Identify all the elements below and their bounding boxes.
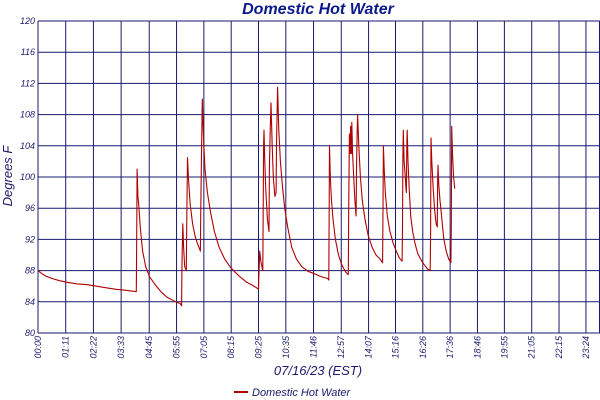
series-line [37, 86, 456, 307]
x-tick-label: 12:57 [336, 335, 346, 359]
y-tick-label: 100 [20, 172, 35, 182]
x-tick-label: 05:55 [172, 335, 182, 359]
y-tick-label: 120 [20, 16, 35, 26]
y-tick-label: 84 [25, 297, 35, 307]
x-tick-label: 07:05 [199, 335, 209, 359]
x-tick-label: 16:26 [418, 336, 428, 359]
x-tick-label: 15:16 [390, 336, 400, 359]
y-tick-label: 112 [21, 78, 35, 88]
chart-title: Domestic Hot Water [242, 1, 395, 18]
y-tick-label: 88 [25, 266, 35, 276]
y-tick-label: 96 [25, 203, 35, 213]
x-tick-label: 10:35 [281, 335, 291, 359]
y-tick-label: 104 [20, 141, 35, 151]
x-tick-label: 22:15 [554, 335, 564, 360]
y-tick-label: 116 [21, 47, 35, 57]
x-tick-label: 02:22 [88, 336, 98, 359]
legend-entry-label: Domestic Hot Water [252, 387, 352, 399]
x-tick-label: 17:36 [445, 336, 455, 359]
x-tick-label: 03:33 [116, 336, 126, 359]
y-tick-label: 80 [25, 328, 35, 338]
x-tick-label: 09:25 [254, 335, 264, 359]
y-axis-label: Degrees F [0, 145, 15, 207]
x-tick-label: 19:55 [499, 335, 509, 359]
x-tick-label: 23:24 [581, 336, 591, 360]
x-tick-label: 04:45 [144, 335, 154, 359]
x-tick-label: 21:05 [527, 335, 537, 360]
x-tick-label: 14:07 [364, 335, 374, 359]
x-tick-label: 01:11 [61, 336, 71, 358]
x-tick-label: 00:00 [33, 336, 43, 359]
legend: Domestic Hot Water [234, 387, 352, 399]
x-tick-label: 08:15 [226, 335, 236, 359]
x-axis: 00:00 01:11 02:22 03:33 04:45 05:55 07:05 08:15… [33, 335, 591, 360]
x-tick-label: 11:46 [309, 336, 319, 358]
y-tick-label: 92 [25, 234, 35, 244]
y-tick-label: 108 [20, 110, 35, 120]
y-axis: 80 84 88 92 96 100 104 108 112 116 120 [20, 16, 35, 338]
grid [37, 20, 600, 334]
x-tick-label: 18:46 [472, 336, 482, 359]
series-layer [37, 86, 456, 307]
x-axis-label: 07/16/23 (EST) [274, 363, 362, 378]
